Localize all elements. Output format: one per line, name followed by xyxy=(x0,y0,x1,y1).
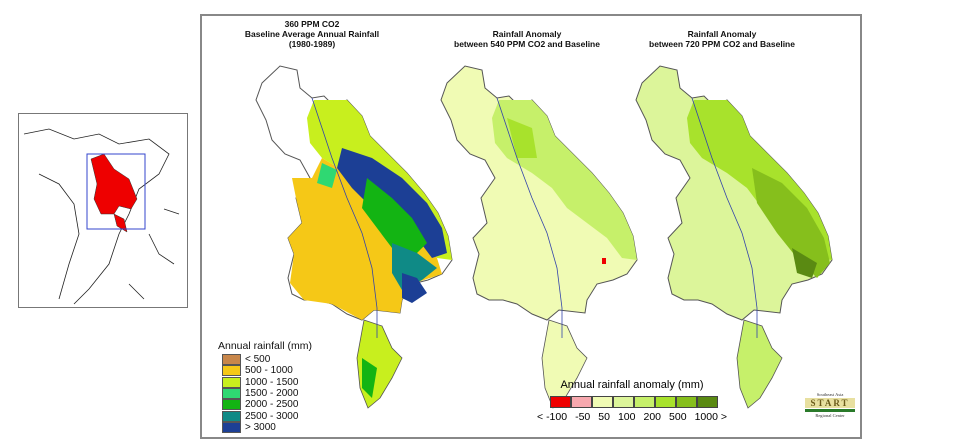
rainfall-legend-item: 1000 - 1500 xyxy=(218,376,312,388)
rainfall-legend-item: 2000 - 2500 xyxy=(218,399,312,411)
anomaly-swatch xyxy=(655,396,676,408)
legend-swatch xyxy=(222,399,241,411)
logo-name: START xyxy=(805,398,855,408)
anomaly-swatch xyxy=(571,396,592,408)
anomaly-swatch xyxy=(550,396,571,408)
study-area-box xyxy=(86,153,146,230)
logo-line-2: Regional Center xyxy=(815,413,845,418)
logo-line-1: Southeast Asia xyxy=(816,392,844,397)
map-3-title: Rainfall Anomaly between 720 PPM CO2 and… xyxy=(622,29,822,49)
inset-locator-map xyxy=(18,113,188,308)
rainfall-legend-item: > 3000 xyxy=(218,421,312,433)
legend-swatch xyxy=(222,421,241,433)
highlighted-region xyxy=(90,153,138,233)
title-line: Rainfall Anomaly xyxy=(492,29,562,39)
legend-swatch xyxy=(222,388,241,400)
anomaly-swatch xyxy=(676,396,697,408)
anomaly-legend-title: Annual rainfall anomaly (mm) xyxy=(560,379,704,391)
inset-map-graphic xyxy=(23,128,180,305)
rainfall-legend-item: < 500 xyxy=(218,354,312,366)
legend-label: 1000 - 1500 xyxy=(245,376,299,388)
anomaly-label: 200 xyxy=(643,411,662,423)
anomaly-540ppm-map xyxy=(440,65,638,409)
title-line: Rainfall Anomaly xyxy=(687,29,757,39)
map-2-title: Rainfall Anomaly between 540 PPM CO2 and… xyxy=(432,29,622,49)
legend-label: 2500 - 3000 xyxy=(245,410,299,422)
baseline-rainfall-map xyxy=(255,65,453,409)
title-line: between 720 PPM CO2 and Baseline xyxy=(649,39,795,49)
legend-label: > 3000 xyxy=(245,421,276,433)
legend-swatch xyxy=(222,410,241,422)
legend-swatch xyxy=(222,376,241,388)
anomaly-swatch xyxy=(592,396,613,408)
anomaly-legend: Annual rainfall anomaly (mm) < -100 -50 50… xyxy=(512,379,752,423)
anomaly-720ppm-map xyxy=(635,65,833,409)
anomaly-swatch xyxy=(613,396,634,408)
legend-label: < 500 xyxy=(245,354,271,366)
legend-label: 500 - 1000 xyxy=(245,365,293,377)
title-line: between 540 PPM CO2 and Baseline xyxy=(454,39,600,49)
title-line: (1980-1989) xyxy=(288,39,336,49)
title-line: 360 PPM CO2 xyxy=(284,19,340,29)
anomaly-label: 500 xyxy=(669,411,687,423)
rainfall-legend-item: 2500 - 3000 xyxy=(218,410,312,422)
anomaly-labels: < -100 -50 50 100 200 500 1000 > xyxy=(512,411,752,423)
start-logo: Southeast Asia START Regional Center xyxy=(805,392,855,418)
rainfall-legend-item: 1500 - 2000 xyxy=(218,388,312,400)
legend-label: 1500 - 2000 xyxy=(245,388,299,400)
title-line: Baseline Average Annual Rainfall xyxy=(244,29,380,39)
main-map-panel: 360 PPM CO2 Baseline Average Annual Rain… xyxy=(200,14,862,439)
rainfall-legend-item: 500 - 1000 xyxy=(218,365,312,377)
anomaly-color-bar xyxy=(550,396,752,408)
map-1-title: 360 PPM CO2 Baseline Average Annual Rain… xyxy=(222,19,402,49)
anomaly-swatch xyxy=(697,396,718,408)
legend-swatch xyxy=(222,354,241,366)
rainfall-legend-title: Annual rainfall (mm) xyxy=(218,340,312,352)
anomaly-label: 1000 > xyxy=(694,411,727,423)
anomaly-label: -50 xyxy=(575,411,591,423)
anomaly-label: 100 xyxy=(617,411,636,423)
anomaly-swatch xyxy=(634,396,655,408)
legend-label: 2000 - 2500 xyxy=(245,399,299,411)
rainfall-legend: Annual rainfall (mm) < 500 500 - 1000 1000… xyxy=(218,340,312,433)
legend-swatch xyxy=(222,365,241,377)
anomaly-label: 50 xyxy=(598,411,610,423)
anomaly-label: < -100 xyxy=(537,411,568,423)
